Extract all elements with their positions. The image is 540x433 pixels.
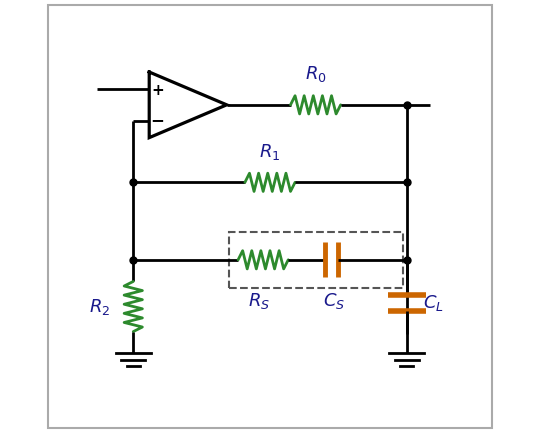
- Text: $R_2$: $R_2$: [89, 297, 111, 317]
- Text: $C_L$: $C_L$: [423, 293, 443, 313]
- Bar: [229, 232, 403, 288]
- Text: $C_S$: $C_S$: [323, 291, 345, 311]
- Text: $R_0$: $R_0$: [305, 65, 327, 84]
- Text: $R_1$: $R_1$: [259, 142, 281, 162]
- Text: −: −: [151, 110, 164, 129]
- Text: +: +: [151, 83, 164, 97]
- Text: $R_S$: $R_S$: [247, 291, 269, 311]
